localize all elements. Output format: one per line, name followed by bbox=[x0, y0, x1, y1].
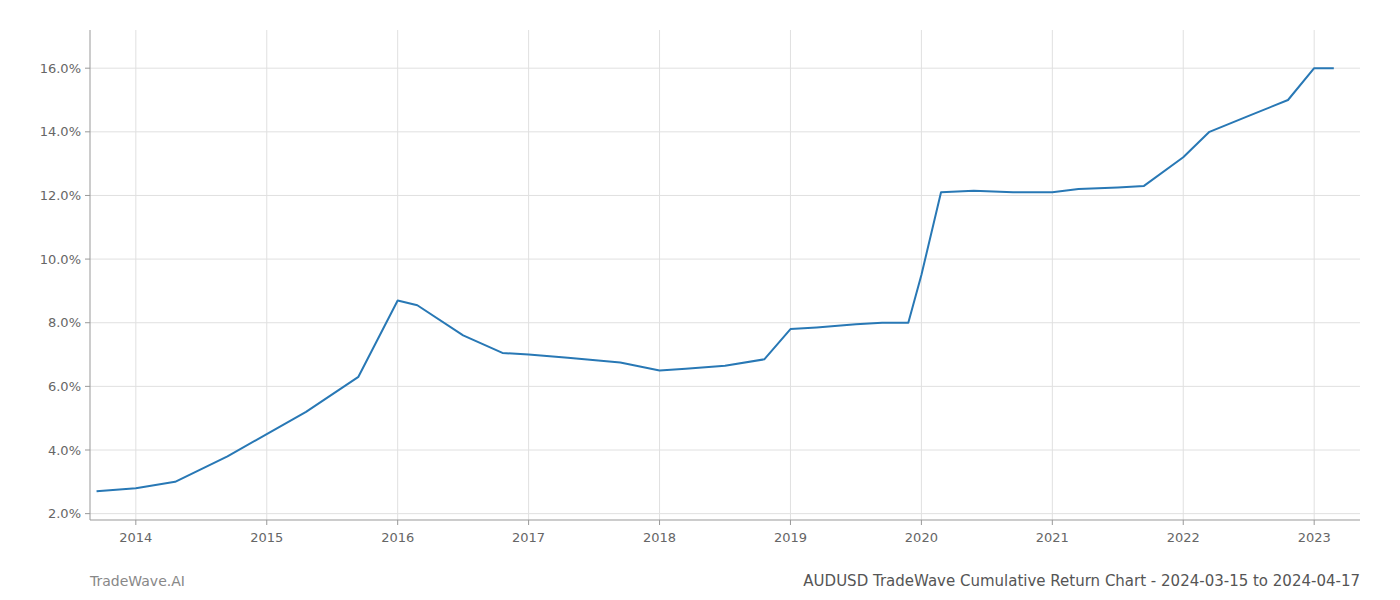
x-tick bbox=[135, 520, 136, 525]
x-tick-label: 2020 bbox=[905, 530, 938, 545]
x-tick bbox=[528, 520, 529, 525]
x-tick bbox=[1314, 520, 1315, 525]
plot-area bbox=[97, 68, 1334, 491]
x-tick bbox=[1183, 520, 1184, 525]
chart: 2014 2015 2016 2017 2018 2019 2020 2021 2022 2023… bbox=[0, 0, 1400, 600]
y-tick-label: 4.0% bbox=[48, 443, 81, 458]
x-tick bbox=[921, 520, 922, 525]
axes: 2014 2015 2016 2017 2018 2019 2020 2021 2022 2023… bbox=[40, 61, 1331, 545]
y-grid-line bbox=[90, 513, 1360, 514]
y-tick bbox=[85, 450, 90, 451]
x-grid-line bbox=[135, 30, 136, 520]
y-tick bbox=[85, 386, 90, 387]
y-grid-line bbox=[90, 386, 1360, 387]
y-tick-label: 6.0% bbox=[48, 379, 81, 394]
grid bbox=[90, 30, 1360, 520]
y-tick-label: 14.0% bbox=[40, 124, 81, 139]
x-tick bbox=[397, 520, 398, 525]
x-tick-label: 2022 bbox=[1167, 530, 1200, 545]
data-line bbox=[97, 68, 1334, 491]
x-tick-label: 2017 bbox=[512, 530, 545, 545]
y-grid-line bbox=[90, 259, 1360, 260]
x-grid-line bbox=[1052, 30, 1053, 520]
y-grid-line bbox=[90, 450, 1360, 451]
x-tick-label: 2014 bbox=[119, 530, 152, 545]
title: AUDUSD TradeWave Cumulative Return Chart… bbox=[803, 572, 1360, 590]
y-tick-label: 8.0% bbox=[48, 315, 81, 330]
y-tick-label: 16.0% bbox=[40, 61, 81, 76]
y-grid-line bbox=[90, 322, 1360, 323]
x-tick-label: 2015 bbox=[250, 530, 283, 545]
x-tick bbox=[266, 520, 267, 525]
x-tick-label: 2016 bbox=[381, 530, 414, 545]
texts: TradeWave.AI AUDUSD TradeWave Cumulative … bbox=[89, 572, 1360, 590]
watermark: TradeWave.AI bbox=[89, 573, 185, 589]
x-tick bbox=[1052, 520, 1053, 525]
x-grid-line bbox=[397, 30, 398, 520]
x-tick-label: 2021 bbox=[1036, 530, 1069, 545]
x-grid-line bbox=[790, 30, 791, 520]
y-grid-line bbox=[90, 195, 1360, 196]
y-tick bbox=[85, 259, 90, 260]
y-tick-label: 12.0% bbox=[40, 188, 81, 203]
x-grid-line bbox=[1314, 30, 1315, 520]
y-grid-line bbox=[90, 68, 1360, 69]
y-axis-line bbox=[90, 30, 91, 520]
y-grid-line bbox=[90, 131, 1360, 132]
y-tick bbox=[85, 195, 90, 196]
x-tick-label: 2023 bbox=[1298, 530, 1331, 545]
y-tick bbox=[85, 68, 90, 69]
page: {"chart_data": {"type": "line", "title":… bbox=[0, 0, 1400, 600]
x-axis-line bbox=[90, 520, 1360, 521]
x-tick bbox=[790, 520, 791, 525]
x-tick-label: 2019 bbox=[774, 530, 807, 545]
y-tick bbox=[85, 131, 90, 132]
x-grid-line bbox=[528, 30, 529, 520]
x-grid-line bbox=[659, 30, 660, 520]
y-tick-label: 10.0% bbox=[40, 252, 81, 267]
x-tick-label: 2018 bbox=[643, 530, 676, 545]
y-tick-label: 2.0% bbox=[48, 506, 81, 521]
chart-container: 2014 2015 2016 2017 2018 2019 2020 2021 2022 2023… bbox=[0, 0, 1400, 600]
x-grid-line bbox=[266, 30, 267, 520]
y-tick bbox=[85, 513, 90, 514]
x-grid-line bbox=[1183, 30, 1184, 520]
y-tick bbox=[85, 322, 90, 323]
x-tick bbox=[659, 520, 660, 525]
